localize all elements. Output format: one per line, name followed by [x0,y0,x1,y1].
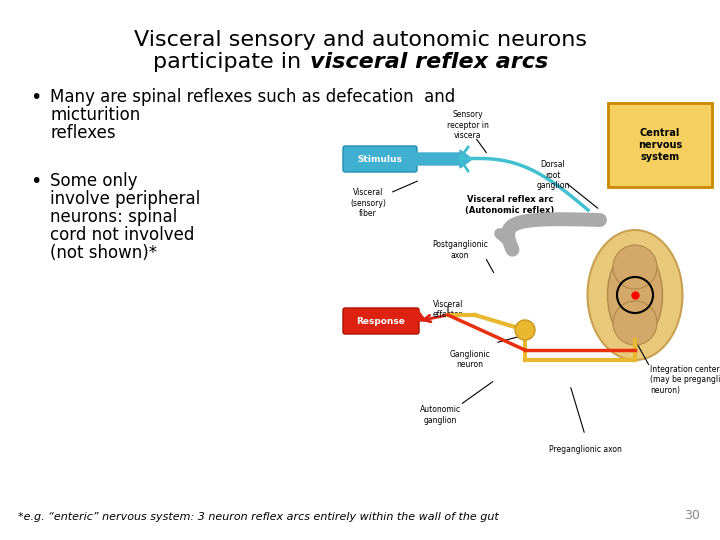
Text: Postganglionic
axon: Postganglionic axon [432,240,488,260]
Text: cord not involved: cord not involved [50,226,194,244]
Text: Integration center
(may be preganglionic
neuron): Integration center (may be preganglionic… [650,365,720,395]
Text: *e.g. “enteric” nervous system: 3 neuron reflex arcs entirely within the wall of: *e.g. “enteric” nervous system: 3 neuron… [18,512,499,522]
Text: Visceral reflex arc
(Autonomic reflex): Visceral reflex arc (Autonomic reflex) [465,195,554,215]
Text: Central
nervous
system: Central nervous system [638,129,682,161]
FancyArrow shape [415,150,472,168]
Text: Ganglionic
neuron: Ganglionic neuron [449,350,490,369]
FancyBboxPatch shape [608,103,712,187]
Text: micturition: micturition [50,106,140,124]
Circle shape [613,301,657,345]
Circle shape [515,320,535,340]
Text: Some only: Some only [50,172,138,190]
FancyBboxPatch shape [343,146,417,172]
Text: reflexes: reflexes [50,124,116,142]
Text: Preganglionic axon: Preganglionic axon [549,446,621,455]
Text: visceral reflex arcs: visceral reflex arcs [310,52,548,72]
Text: 30: 30 [684,509,700,522]
Ellipse shape [608,247,662,342]
Circle shape [613,245,657,289]
Text: (not shown)*: (not shown)* [50,244,157,262]
Text: Stimulus: Stimulus [358,154,402,164]
Text: Visceral
(sensory)
fiber: Visceral (sensory) fiber [350,188,386,218]
Text: participate in: participate in [153,52,308,72]
Text: •: • [30,88,41,107]
Text: •: • [30,172,41,191]
Text: Dorsal
root
ganglion: Dorsal root ganglion [536,160,570,190]
Text: Visceral sensory and autonomic neurons: Visceral sensory and autonomic neurons [133,30,587,50]
Ellipse shape [588,230,683,360]
Text: involve peripheral: involve peripheral [50,190,200,208]
Text: Sensory
receptor in
viscera: Sensory receptor in viscera [447,110,489,140]
FancyArrow shape [408,309,426,321]
Text: Visceral
effector: Visceral effector [433,300,463,319]
FancyBboxPatch shape [343,308,419,334]
Text: Response: Response [356,316,405,326]
Text: neurons: spinal: neurons: spinal [50,208,177,226]
Text: Autonomic
ganglion: Autonomic ganglion [420,406,461,424]
Text: Many are spinal reflexes such as defecation  and: Many are spinal reflexes such as defecat… [50,88,455,106]
